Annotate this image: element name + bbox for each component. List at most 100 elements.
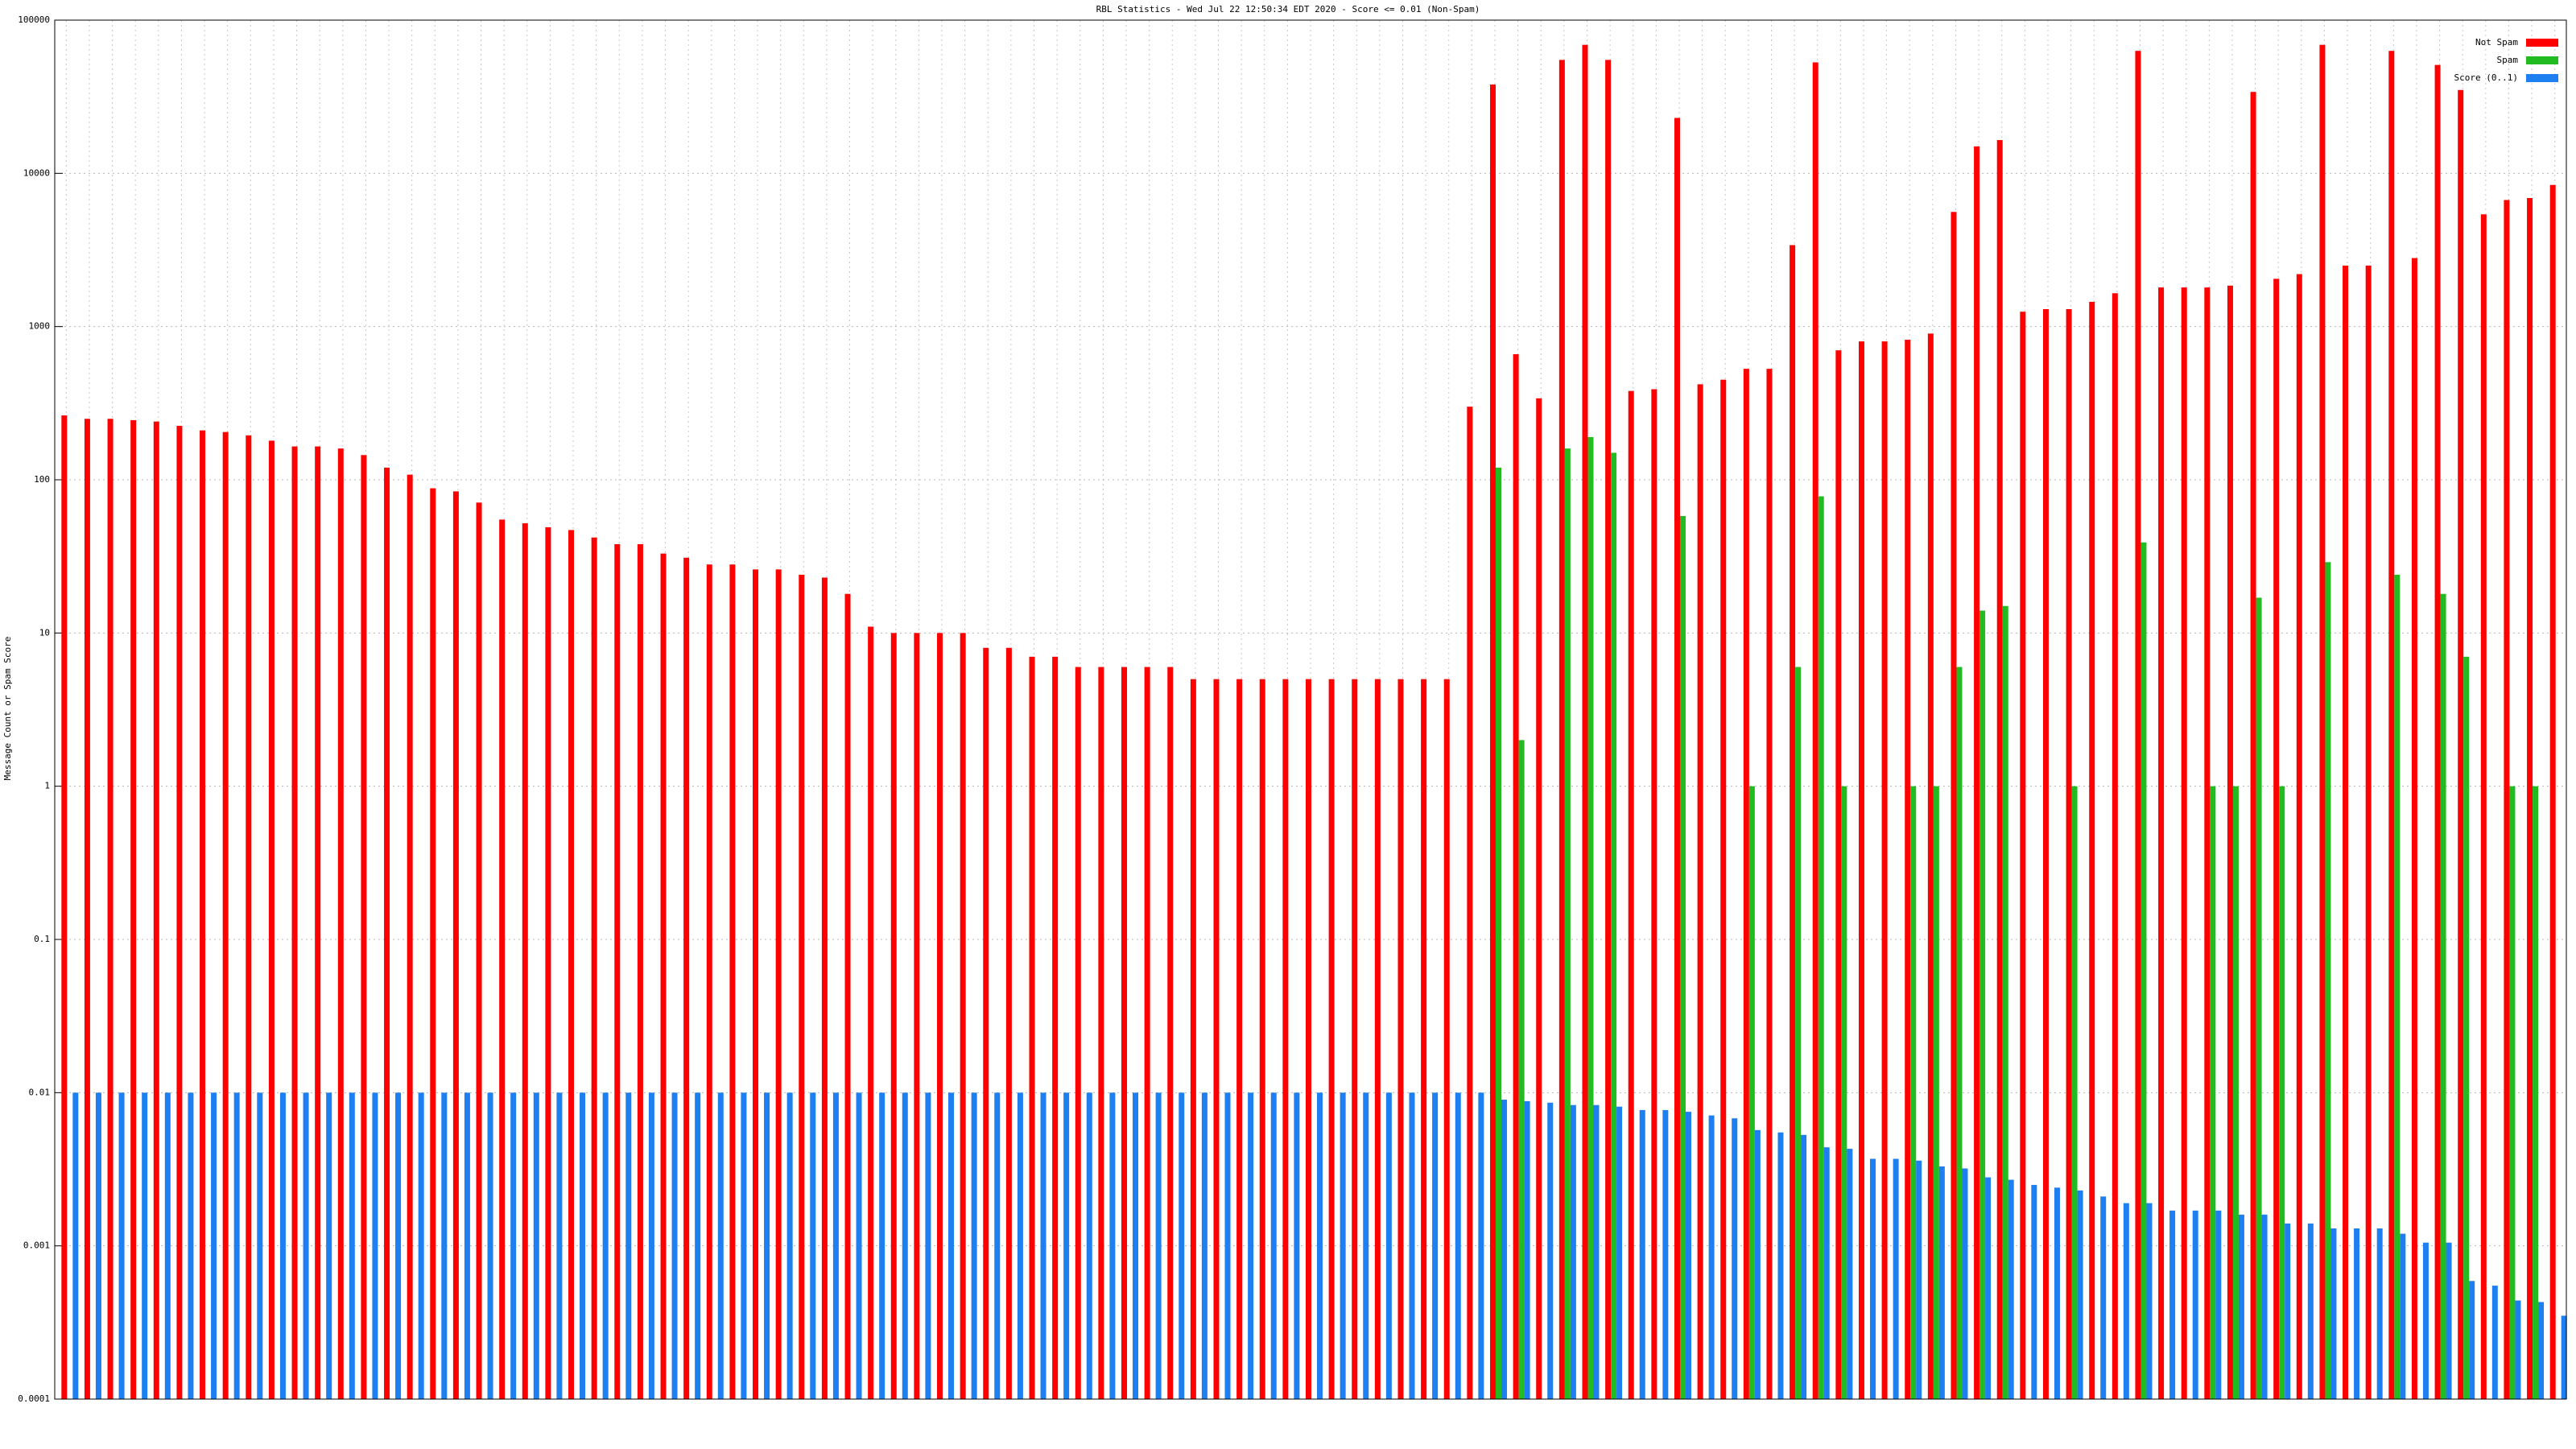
legend-swatch: [2526, 74, 2558, 82]
bar: [384, 467, 390, 1399]
bar: [533, 1092, 539, 1399]
bar: [188, 1092, 194, 1399]
bar: [1795, 667, 1802, 1399]
bar: [233, 1092, 240, 1399]
bar: [1996, 139, 2003, 1400]
bar: [326, 1092, 332, 1399]
bar: [1869, 1158, 1876, 1399]
bar: [418, 1092, 424, 1399]
bar: [510, 1092, 517, 1399]
bar: [1513, 354, 1519, 1400]
bar: [2440, 593, 2446, 1399]
bar: [948, 1092, 955, 1399]
y-tick-label: 0.0001: [18, 1393, 50, 1404]
bar: [164, 1092, 171, 1399]
bar: [1144, 667, 1150, 1399]
bar: [1938, 1166, 1945, 1399]
bar: [2400, 1233, 2406, 1399]
bar: [361, 455, 367, 1399]
bar: [2238, 1214, 2244, 1399]
bar: [430, 488, 436, 1399]
bar: [1564, 448, 1571, 1399]
bar: [1397, 679, 1404, 1399]
bar: [775, 569, 782, 1399]
bar: [2469, 1281, 2475, 1399]
bar: [568, 530, 575, 1400]
bar: [1201, 1092, 1208, 1399]
bar: [1858, 341, 1864, 1400]
y-tick-label: 0.1: [34, 934, 50, 944]
bar: [2135, 51, 2141, 1400]
bar: [2089, 301, 2095, 1400]
bar: [1524, 1100, 1530, 1399]
bar: [591, 537, 597, 1399]
bar: [2388, 51, 2395, 1400]
bar: [1133, 1092, 1139, 1399]
bar: [1679, 516, 1686, 1399]
bar: [1190, 679, 1196, 1399]
bar: [1098, 667, 1104, 1399]
legend-label: Score (0..1): [2454, 72, 2518, 83]
bar: [1155, 1092, 1162, 1399]
bar: [257, 1092, 263, 1399]
bar: [407, 474, 413, 1399]
bar: [1605, 60, 1612, 1400]
bar: [268, 440, 275, 1400]
bar: [1040, 1092, 1046, 1399]
bar: [279, 1092, 286, 1399]
chart-title: RBL Statistics - Wed Jul 22 12:50:34 EDT…: [1096, 4, 1480, 14]
y-tick-label: 1: [44, 781, 50, 791]
bar: [1570, 1104, 1576, 1399]
bar: [2192, 1210, 2198, 1399]
bar: [2002, 605, 2008, 1399]
bar: [1236, 679, 1243, 1399]
bar: [890, 633, 897, 1399]
bar: [741, 1092, 747, 1399]
bar: [2158, 287, 2165, 1399]
bar: [1121, 667, 1128, 1399]
bar: [1748, 786, 1755, 1399]
bar: [2008, 1179, 2014, 1399]
bar: [1847, 1149, 1853, 1399]
bar: [671, 1092, 678, 1399]
bar: [786, 1092, 793, 1399]
bar: [2434, 64, 2441, 1399]
bar: [2261, 1214, 2268, 1399]
legend-swatch: [2526, 39, 2558, 47]
bar: [1086, 1092, 1092, 1399]
bar: [1801, 1134, 1807, 1399]
bar: [1518, 740, 1525, 1399]
bar: [2343, 265, 2349, 1399]
legend-swatch: [2526, 56, 2558, 64]
bar: [1385, 1092, 1392, 1399]
bar: [1674, 118, 1680, 1399]
bar: [960, 633, 966, 1399]
bar: [315, 446, 321, 1400]
bar: [983, 647, 989, 1399]
bar: [1927, 333, 1934, 1399]
bar: [637, 543, 643, 1399]
bar: [2509, 786, 2516, 1399]
bar: [1893, 1158, 1899, 1399]
bar: [2181, 287, 2187, 1399]
bar: [2538, 1302, 2545, 1399]
plot-frame: [54, 19, 2567, 1400]
bar: [1962, 1168, 1968, 1399]
bar: [303, 1092, 309, 1399]
bar: [868, 626, 874, 1399]
y-tick-label: 0.001: [23, 1241, 50, 1251]
bar: [925, 1092, 931, 1399]
bar: [2215, 1210, 2222, 1399]
bar: [648, 1092, 654, 1399]
bar: [1063, 1092, 1070, 1399]
bar: [1708, 1115, 1715, 1399]
bar: [729, 564, 736, 1399]
y-tick-label: 100: [34, 474, 50, 485]
bar: [2256, 597, 2262, 1399]
bar: [821, 577, 828, 1399]
bar: [810, 1092, 816, 1399]
bar: [2123, 1203, 2129, 1399]
bar: [1224, 1092, 1231, 1399]
bar: [211, 1092, 217, 1399]
bar: [142, 1092, 148, 1399]
